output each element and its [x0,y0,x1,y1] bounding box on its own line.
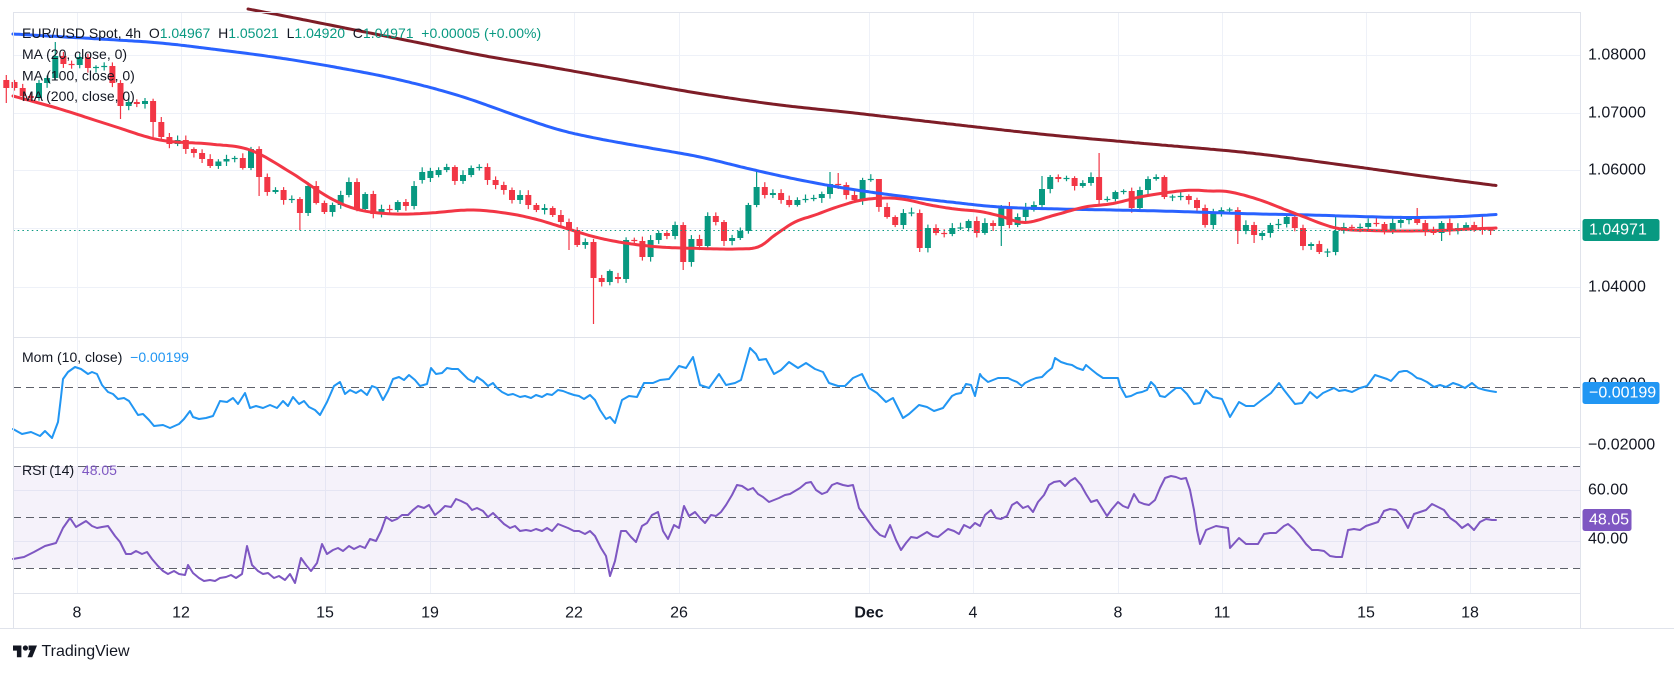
svg-text:−0.00199: −0.00199 [1589,385,1656,402]
svg-text:MA (200, close, 0): MA (200, close, 0) [22,88,135,104]
svg-text:8: 8 [73,605,82,622]
svg-text:4: 4 [969,605,978,622]
svg-text:TradingView: TradingView [42,643,130,660]
svg-text:1.04000: 1.04000 [1588,279,1646,296]
svg-text:18: 18 [1461,605,1479,622]
svg-text:12: 12 [172,605,190,622]
svg-text:Dec: Dec [854,605,883,622]
svg-text:MA (100, close, 0): MA (100, close, 0) [22,68,135,84]
svg-text:EUR/USD Spot, 4h O1.04967 H1: EUR/USD Spot, 4h O1.04967 H1.05021 L1.04… [22,25,541,41]
svg-text:8: 8 [1114,605,1123,622]
svg-text:1.07000: 1.07000 [1588,105,1646,122]
svg-text:60.00: 60.00 [1588,482,1628,499]
svg-text:15: 15 [316,605,334,622]
svg-text:26: 26 [670,605,688,622]
svg-text:1.04971: 1.04971 [1589,222,1647,239]
svg-text:22: 22 [565,605,583,622]
svg-text:40.00: 40.00 [1588,531,1628,548]
svg-text:Mom (10, close) −0.00199: Mom (10, close) −0.00199 [22,349,189,365]
svg-text:1.06000: 1.06000 [1588,162,1646,179]
svg-text:RSI (14) 48.05: RSI (14) 48.05 [22,462,117,478]
svg-text:48.05: 48.05 [1589,512,1629,529]
svg-text:−0.02000: −0.02000 [1588,437,1655,454]
svg-text:11: 11 [1214,605,1231,622]
svg-text:19: 19 [421,605,439,622]
svg-text:1.08000: 1.08000 [1588,47,1646,64]
svg-text:MA (20, close, 0): MA (20, close, 0) [22,46,127,62]
svg-text:15: 15 [1357,605,1375,622]
